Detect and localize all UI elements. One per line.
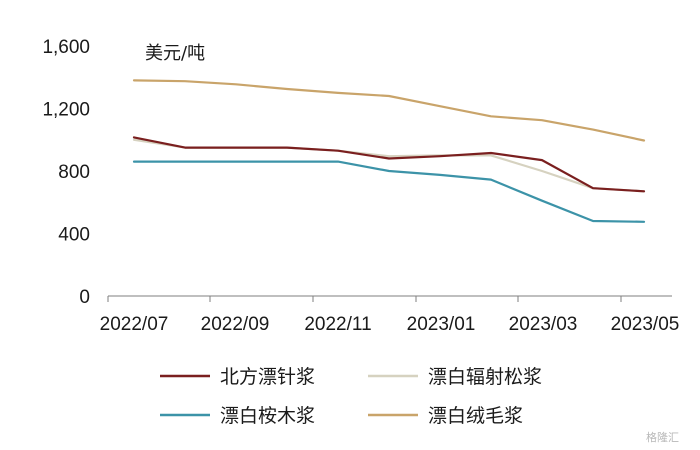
unit-label: 美元/吨	[145, 43, 205, 64]
y-axis: 0 400 800 1,200 1,600	[42, 37, 90, 308]
x-tick-label: 2022/09	[201, 314, 270, 335]
x-tick-label: 2022/11	[304, 314, 371, 335]
y-tick-label: 1,600	[42, 37, 90, 58]
legend-label: 漂白桉木浆	[220, 405, 315, 427]
series-line	[132, 160, 646, 223]
y-tick-label: 1,200	[42, 100, 90, 121]
x-tick-label: 2023/01	[407, 314, 476, 335]
watermark: 格隆汇	[646, 430, 679, 444]
y-tick-label: 400	[58, 225, 90, 246]
legend-label: 北方漂针浆	[220, 366, 315, 388]
legend-label: 漂白绒毛浆	[428, 405, 523, 427]
series-layer	[132, 79, 646, 223]
x-tick-label: 2023/05	[611, 314, 680, 335]
x-tick-label: 2022/07	[100, 314, 169, 335]
x-tick-label: 2023/03	[509, 314, 578, 335]
y-tick-label: 800	[58, 162, 90, 183]
y-tick-label: 0	[79, 287, 90, 308]
series-line	[132, 136, 646, 193]
x-axis: 2022/07 2022/09 2022/11 2023/01 2023/03 2023/…	[100, 295, 680, 335]
legend-label: 漂白辐射松浆	[428, 366, 542, 388]
series-line	[132, 79, 646, 142]
